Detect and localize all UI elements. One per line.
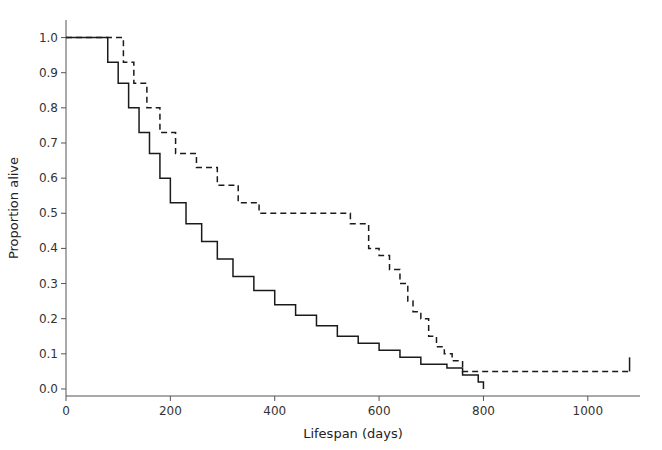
y-tick-label: 0.3 bbox=[39, 277, 58, 291]
x-axis-label: Lifespan (days) bbox=[303, 426, 403, 441]
y-tick bbox=[61, 318, 66, 319]
chart: 0 200 400 600 800 1000 0.0 0.1 0.2 0.3 0.4 0.5 0.6 0.… bbox=[0, 0, 662, 450]
y-tick bbox=[61, 248, 66, 249]
series-line bbox=[629, 357, 631, 371]
x-tick bbox=[483, 396, 484, 401]
y-axis-label: Proportion alive bbox=[6, 157, 21, 259]
y-tick bbox=[61, 178, 66, 179]
y-tick bbox=[61, 388, 66, 389]
y-tick bbox=[61, 72, 66, 73]
x-tick-label: 800 bbox=[472, 404, 495, 418]
y-tick bbox=[61, 142, 66, 143]
y-tick bbox=[61, 37, 66, 38]
axes: 0 200 400 600 800 1000 0.0 0.1 0.2 0.3 0.4 0.5 0.6 0.… bbox=[39, 20, 640, 418]
y-tick bbox=[61, 353, 66, 354]
y-tick-label: 0.4 bbox=[39, 241, 58, 255]
y-axis-line bbox=[66, 20, 67, 396]
y-tick-label: 0.9 bbox=[39, 66, 58, 80]
y-tick bbox=[61, 213, 66, 214]
x-tick bbox=[170, 396, 171, 401]
y-tick-label: 0.5 bbox=[39, 206, 58, 220]
y-tick-label: 0.1 bbox=[39, 347, 58, 361]
x-tick bbox=[66, 396, 67, 401]
x-axis-line bbox=[66, 396, 640, 397]
plot-area bbox=[66, 38, 630, 389]
x-tick bbox=[587, 396, 588, 401]
y-tick-label: 0.0 bbox=[39, 382, 58, 396]
y-tick-label: 0.7 bbox=[39, 136, 58, 150]
x-tick-label: 400 bbox=[263, 404, 286, 418]
x-tick-label: 600 bbox=[368, 404, 391, 418]
x-tick-label: 200 bbox=[159, 404, 182, 418]
y-tick bbox=[61, 107, 66, 108]
y-tick-label: 0.2 bbox=[39, 312, 58, 326]
y-tick-label: 0.6 bbox=[39, 171, 58, 185]
x-tick-label: 1000 bbox=[573, 404, 604, 418]
y-tick-label: 1.0 bbox=[39, 31, 58, 45]
x-tick bbox=[379, 396, 380, 401]
y-tick-label: 0.8 bbox=[39, 101, 58, 115]
y-tick bbox=[61, 283, 66, 284]
series-line bbox=[66, 38, 630, 372]
x-tick-label: 0 bbox=[62, 404, 70, 418]
x-tick bbox=[274, 396, 275, 401]
